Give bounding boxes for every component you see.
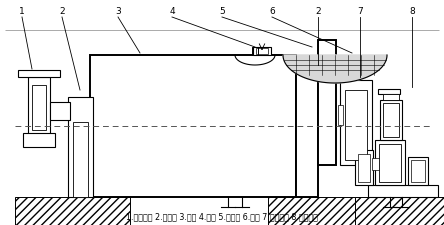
Text: 4: 4 bbox=[169, 7, 175, 16]
Bar bbox=[345, 91, 367, 160]
Text: 5: 5 bbox=[219, 7, 225, 16]
Bar bbox=[28, 78, 50, 135]
Bar bbox=[375, 140, 405, 185]
Bar bbox=[296, 71, 318, 197]
Bar bbox=[68, 98, 93, 197]
Bar bbox=[378, 90, 400, 94]
Bar bbox=[408, 157, 428, 185]
Bar bbox=[268, 197, 385, 225]
Text: 6: 6 bbox=[269, 7, 275, 16]
Bar bbox=[318, 41, 336, 165]
Text: 1.进料装置 2.主轴承 3.筒体 4.磨门 5.隔仓板 6.衬板 7.卸料装置 8.传动装置: 1.进料装置 2.主轴承 3.筒体 4.磨门 5.隔仓板 6.衬板 7.卸料装置… bbox=[126, 211, 318, 220]
Bar bbox=[15, 197, 130, 225]
Bar bbox=[256, 49, 268, 55]
Bar bbox=[90, 56, 296, 197]
Bar bbox=[253, 48, 271, 56]
Bar bbox=[32, 86, 46, 130]
Text: 1: 1 bbox=[19, 7, 25, 16]
Bar bbox=[355, 197, 444, 225]
Text: 2: 2 bbox=[59, 7, 65, 16]
Polygon shape bbox=[283, 56, 387, 84]
Bar bbox=[23, 133, 55, 147]
Bar bbox=[355, 150, 373, 185]
Bar bbox=[50, 103, 70, 120]
Bar bbox=[18, 71, 60, 78]
Text: 3: 3 bbox=[115, 7, 121, 16]
Bar bbox=[379, 144, 401, 182]
Bar bbox=[368, 185, 438, 197]
Bar bbox=[340, 81, 372, 165]
Bar bbox=[380, 101, 402, 140]
Text: 2: 2 bbox=[315, 7, 321, 16]
Bar bbox=[358, 154, 370, 182]
Bar bbox=[338, 106, 343, 126]
Bar bbox=[411, 160, 425, 182]
Bar bbox=[383, 104, 399, 137]
Text: 7: 7 bbox=[357, 7, 363, 16]
Bar bbox=[372, 158, 380, 170]
Bar bbox=[73, 122, 88, 197]
Bar bbox=[383, 94, 399, 101]
Text: 8: 8 bbox=[409, 7, 415, 16]
